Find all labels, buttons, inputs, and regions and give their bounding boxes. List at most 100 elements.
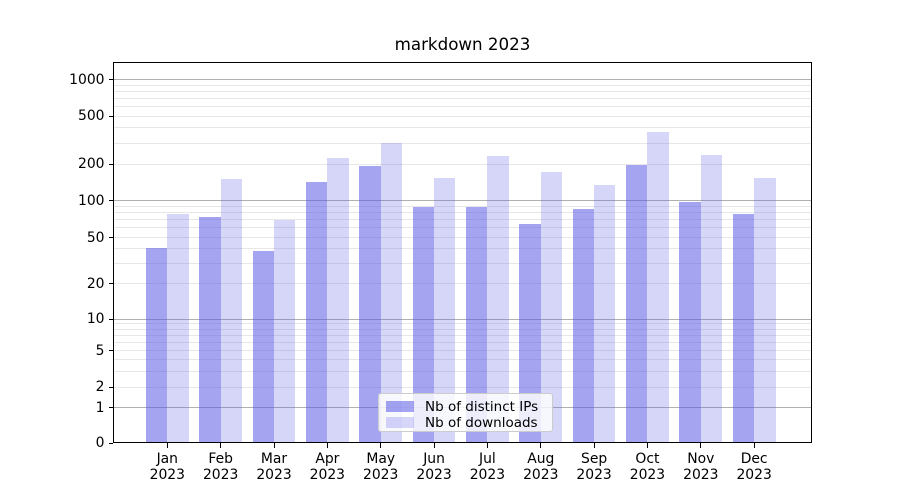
bar-distinct-ips	[732, 214, 755, 444]
x-tick	[433, 443, 435, 448]
x-tick	[593, 443, 595, 448]
x-tick-label: Oct 2023	[629, 451, 666, 483]
y-tick-label: 1	[95, 399, 105, 416]
legend-item-label: Nb of downloads	[425, 414, 538, 431]
x-tick	[220, 443, 222, 448]
x-tick	[646, 443, 648, 448]
y-tick	[108, 237, 113, 238]
y-tick-label: 500	[77, 108, 105, 125]
x-tick-label: Feb 2023	[202, 451, 239, 483]
bar-downloads	[540, 171, 563, 444]
gridline-minor	[113, 84, 812, 86]
gridline-minor	[113, 237, 812, 238]
x-tick-label: Mar 2023	[256, 451, 292, 483]
legend-swatch-dark	[386, 401, 414, 412]
x-tick-label: Jun 2023	[416, 451, 452, 483]
bar-distinct-ips	[412, 207, 435, 444]
bar-distinct-ips	[199, 217, 221, 444]
gridline-minor	[113, 219, 812, 221]
legend-swatch-light	[386, 417, 414, 428]
gridline-minor	[113, 142, 812, 144]
y-tick	[108, 79, 113, 81]
y-tick	[108, 407, 113, 409]
x-tick-label: Jul 2023	[469, 451, 506, 483]
gridline-major	[113, 318, 812, 320]
gridline-minor	[113, 334, 812, 336]
bar-downloads	[434, 177, 456, 444]
y-tick	[108, 350, 113, 352]
gridline-minor	[113, 262, 812, 264]
y-tick-label: 1000	[69, 71, 105, 88]
gridline-minor	[113, 163, 812, 165]
x-tick	[540, 443, 542, 448]
bar-distinct-ips	[359, 165, 381, 444]
x-tick	[486, 443, 488, 448]
gridline-minor	[113, 115, 812, 117]
gridline-minor	[113, 97, 812, 99]
gridline-minor	[113, 323, 812, 325]
y-tick-label: 200	[77, 156, 105, 173]
y-tick-label: 2	[95, 379, 105, 396]
x-tick-label: May 2023	[363, 451, 399, 483]
bar-distinct-ips	[466, 206, 488, 444]
bar-downloads	[487, 156, 509, 444]
bar-downloads	[327, 158, 349, 444]
x-tick-label: Nov 2023	[683, 451, 719, 483]
gridline-minor	[113, 359, 812, 361]
gridline-minor	[113, 350, 812, 352]
x-tick-label: Sep 2023	[576, 451, 612, 483]
x-tick	[700, 443, 702, 448]
x-tick-label: Jan 2023	[149, 451, 185, 483]
x-tick-label: Dec 2023	[736, 451, 772, 483]
gridline-minor	[113, 370, 812, 372]
x-tick-label: Apr 2023	[309, 451, 346, 483]
bar-distinct-ips	[519, 224, 541, 444]
legend-item: Nb of downloads	[386, 415, 543, 431]
gridline-minor	[113, 211, 812, 213]
chart-title: markdown 2023	[394, 34, 531, 54]
y-tick	[108, 386, 113, 388]
bar-distinct-ips	[679, 202, 701, 444]
bar-distinct-ips	[305, 181, 328, 444]
gridline-minor	[113, 205, 812, 207]
bar-downloads	[274, 219, 296, 444]
legend-item: Nb of distinct IPs	[386, 399, 543, 415]
bar-distinct-ips	[252, 251, 274, 444]
y-tick	[108, 318, 113, 320]
gridline-major	[113, 200, 812, 201]
y-tick-label: 10	[86, 311, 105, 327]
x-tick	[326, 443, 328, 448]
gridline-minor	[113, 328, 812, 330]
gridline-major	[113, 79, 812, 81]
bar-downloads	[754, 178, 776, 444]
y-tick-label: 5	[95, 342, 105, 359]
bar-downloads	[220, 179, 243, 444]
legend-item-label: Nb of distinct IPs	[425, 398, 539, 415]
y-tick-label: 100	[77, 192, 105, 209]
y-tick-label: 20	[86, 275, 105, 292]
gridline-minor	[113, 106, 812, 108]
gridline-minor	[113, 341, 812, 343]
gridline-minor	[113, 127, 812, 129]
y-tick-label: 0	[95, 435, 105, 452]
gridline-minor	[113, 227, 812, 229]
y-tick	[108, 283, 113, 285]
legend: Nb of distinct IPs Nb of downloads	[378, 392, 553, 432]
y-tick-label: 50	[86, 229, 105, 246]
y-tick	[108, 200, 113, 201]
gridline-minor	[113, 248, 812, 250]
x-tick	[273, 443, 275, 448]
y-tick	[108, 163, 113, 165]
bar-downloads	[700, 155, 723, 444]
gridline-minor	[113, 90, 812, 92]
bar-distinct-ips	[572, 209, 595, 444]
bar-distinct-ips	[626, 165, 648, 444]
y-tick	[108, 442, 113, 444]
x-tick	[166, 443, 168, 448]
bar-distinct-ips	[145, 247, 168, 444]
y-tick	[108, 115, 113, 117]
gridline-minor	[113, 283, 812, 285]
gridline-minor	[113, 386, 812, 388]
x-tick	[753, 443, 755, 448]
